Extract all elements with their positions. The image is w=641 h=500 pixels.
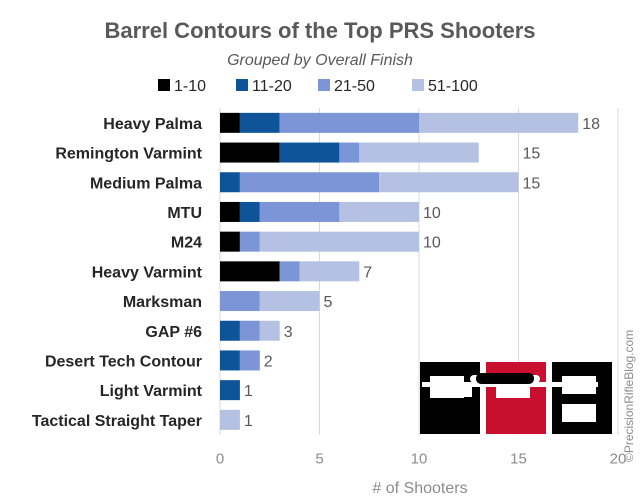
category-label: Marksman <box>123 294 202 311</box>
bar-segment <box>220 409 240 430</box>
x-tick-label: 15 <box>510 451 527 468</box>
category-label: Heavy Varmint <box>92 264 203 281</box>
bar-segment <box>339 142 360 163</box>
rifle-icon <box>422 373 598 397</box>
bar-segment <box>419 112 579 133</box>
category-label: M24 <box>171 235 202 252</box>
bar-segment <box>220 112 240 133</box>
prb-logo <box>420 362 612 434</box>
bar-segment <box>279 142 340 163</box>
category-label: MTU <box>167 205 202 222</box>
legend: 1-10 11-20 21-50 51-100 <box>158 78 478 95</box>
total-label: 2 <box>264 353 273 370</box>
legend-swatch <box>318 79 330 91</box>
bar-segment <box>220 380 240 401</box>
x-axis-title: # of Shooters <box>372 480 467 497</box>
bar-segment <box>339 201 419 222</box>
legend-swatch <box>236 79 248 91</box>
category-label: Medium Palma <box>90 175 202 192</box>
total-label: 1 <box>244 413 253 430</box>
total-label: 15 <box>523 175 541 192</box>
total-label: 15 <box>523 146 541 163</box>
bar-segment <box>379 172 519 193</box>
bar-segment <box>220 261 280 282</box>
x-tick-labels: 0 5 10 15 20 <box>216 451 627 468</box>
category-label: Tactical Straight Taper <box>32 413 202 430</box>
bar-segment <box>220 172 240 193</box>
bars <box>220 112 579 430</box>
bar-segment <box>220 142 280 163</box>
total-label: 10 <box>423 205 441 222</box>
total-label: 7 <box>363 264 372 281</box>
bar-segment <box>259 201 340 222</box>
bar-segment <box>239 231 260 252</box>
legend-swatch <box>158 79 170 91</box>
bar-segment <box>299 261 360 282</box>
credit-text: ©PrecisionRifleBlog.com <box>622 330 636 462</box>
total-label: 5 <box>324 294 333 311</box>
x-tick-label: 5 <box>315 451 323 468</box>
bar-segment <box>239 112 280 133</box>
category-label: Remington Varmint <box>55 146 202 163</box>
bar-segment <box>220 231 240 252</box>
bar-segment <box>220 201 240 222</box>
x-tick-label: 0 <box>216 451 224 468</box>
bar-segment <box>239 201 260 222</box>
bar-segment <box>259 231 419 252</box>
total-label: 1 <box>244 383 253 400</box>
x-tick-label: 20 <box>610 451 627 468</box>
legend-label: 11-20 <box>252 78 292 95</box>
legend-label: 51-100 <box>428 78 478 95</box>
x-tick-label: 10 <box>411 451 428 468</box>
bar-segment <box>259 291 320 312</box>
bar-segment <box>220 291 260 312</box>
bar-segment <box>239 350 260 371</box>
bar-segment <box>239 172 380 193</box>
category-label: Desert Tech Contour <box>45 353 202 370</box>
legend-label: 21-50 <box>334 78 375 95</box>
bar-segment <box>259 320 280 341</box>
total-label: 3 <box>284 324 293 341</box>
bar-segment <box>359 142 479 163</box>
category-label: GAP #6 <box>145 324 202 341</box>
legend-label: 1-10 <box>174 78 206 95</box>
total-label: 18 <box>582 116 600 133</box>
category-label: Light Varmint <box>100 383 203 400</box>
bar-segment <box>279 112 419 133</box>
bar-segment <box>279 261 300 282</box>
category-label: Heavy Palma <box>103 116 202 133</box>
legend-swatch <box>412 79 424 91</box>
category-labels: Heavy Palma Remington Varmint Medium Palma… <box>32 116 203 430</box>
bar-segment <box>239 320 260 341</box>
bar-segment <box>220 350 240 371</box>
chart-title: Barrel Contours of the Top PRS Shooters <box>104 18 535 43</box>
total-label: 10 <box>423 235 441 252</box>
chart-subtitle: Grouped by Overall Finish <box>227 52 413 69</box>
bar-segment <box>220 320 240 341</box>
